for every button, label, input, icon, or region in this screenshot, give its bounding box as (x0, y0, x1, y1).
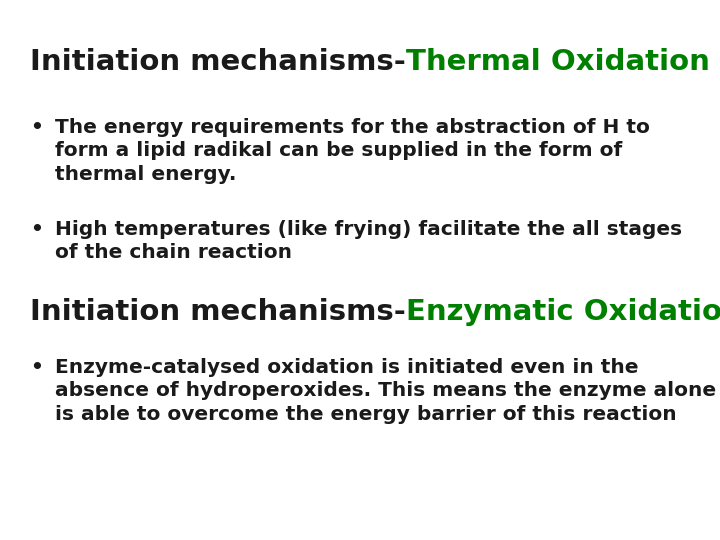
Text: Initiation mechanisms-: Initiation mechanisms- (30, 298, 406, 326)
Text: Thermal Oxidation: Thermal Oxidation (406, 48, 710, 76)
Text: Enzymatic Oxidation: Enzymatic Oxidation (406, 298, 720, 326)
Text: The energy requirements for the abstraction of H to
form a lipid radikal can be : The energy requirements for the abstract… (55, 118, 650, 184)
Text: Enzyme-catalysed oxidation is initiated even in the
absence of hydroperoxides. T: Enzyme-catalysed oxidation is initiated … (55, 358, 716, 424)
Text: Initiation mechanisms-: Initiation mechanisms- (30, 48, 406, 76)
Text: •: • (30, 118, 43, 137)
Text: High temperatures (like frying) facilitate the all stages
of the chain reaction: High temperatures (like frying) facilita… (55, 220, 682, 262)
Text: •: • (30, 220, 43, 239)
Text: •: • (30, 358, 43, 377)
